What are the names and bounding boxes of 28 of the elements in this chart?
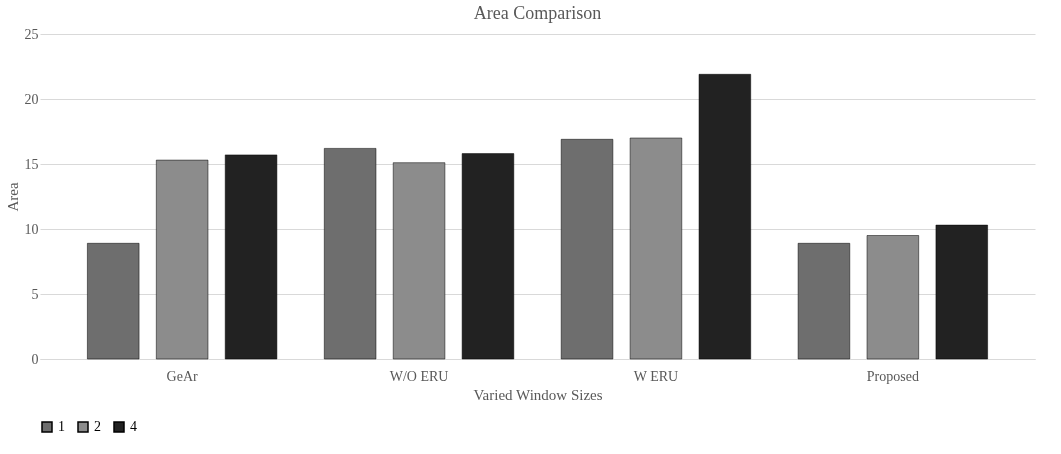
bar <box>560 139 614 360</box>
bar <box>461 153 515 360</box>
bar <box>866 235 919 360</box>
x-tick-label: W ERU <box>633 368 679 384</box>
bar <box>87 243 140 360</box>
y-tick-label: 25 <box>24 26 39 42</box>
y-tick-label: 20 <box>24 91 39 107</box>
legend-label: 4 <box>130 419 137 434</box>
chart-title: Area Comparison <box>473 3 602 23</box>
bar <box>629 137 683 360</box>
x-axis-title: Varied Window Sizes <box>473 386 603 403</box>
bar <box>324 148 377 360</box>
bar <box>224 154 278 360</box>
bar <box>156 159 209 360</box>
bar <box>935 224 988 360</box>
y-tick-label: 15 <box>24 156 39 172</box>
y-axis-title: Area <box>4 182 21 212</box>
legend-label: 2 <box>94 419 101 434</box>
bar <box>698 74 751 360</box>
bar <box>797 243 851 360</box>
bar <box>392 162 446 360</box>
y-tick-label: 10 <box>24 221 39 237</box>
x-tick-label: W/O ERU <box>389 368 449 384</box>
x-tick-label: GeAr <box>166 368 199 384</box>
y-tick-label: 0 <box>31 351 39 367</box>
x-tick-label: Proposed <box>866 368 919 384</box>
legend-label: 1 <box>58 419 65 434</box>
y-tick-label: 5 <box>31 286 39 302</box>
